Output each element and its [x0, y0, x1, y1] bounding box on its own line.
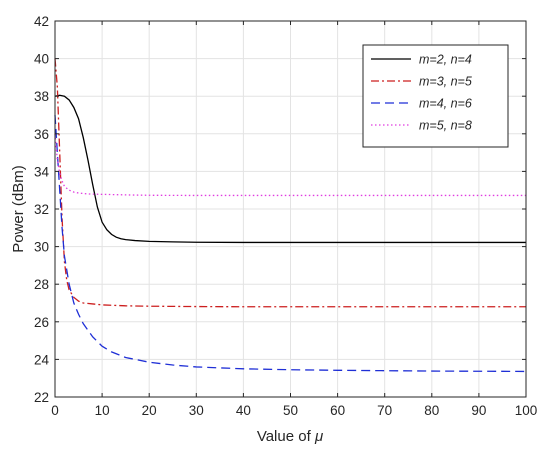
y-tick-label: 42: [34, 14, 49, 29]
legend-label-2: m=3, n=5: [419, 75, 472, 89]
x-tick-label: 40: [236, 403, 251, 418]
y-axis-label: Power (dBm): [10, 165, 27, 253]
x-tick-labels: 0 10 20 30 40 50 60 70 80 90 100: [51, 21, 537, 418]
x-axis-label-text: Value of: [257, 428, 315, 445]
y-tick-label: 40: [34, 52, 49, 67]
y-tick-label: 28: [34, 277, 49, 292]
y-tick-label: 26: [34, 315, 49, 330]
x-tick-label: 10: [95, 403, 110, 418]
series-line-2: [54, 58, 526, 308]
x-tick-label: 20: [142, 403, 157, 418]
legend-box: [362, 44, 509, 148]
y-tick-label: 38: [34, 89, 49, 104]
series-line-4: [54, 133, 526, 197]
x-tick-label: 30: [189, 403, 204, 418]
y-tick-label: 32: [34, 202, 49, 217]
x-tick-label: 0: [51, 403, 59, 418]
legend-label-4: m=5, n=8: [419, 119, 472, 133]
x-tick-label: 80: [424, 403, 439, 418]
x-axis-label: Value of μ: [257, 428, 323, 445]
legend-label-1: m=2, n=4: [419, 53, 472, 67]
y-tick-label: 36: [34, 127, 49, 142]
series-line-3: [54, 114, 527, 373]
y-tick-label: 30: [34, 240, 49, 255]
series-group: [54, 58, 527, 373]
x-tick-label: 60: [330, 403, 345, 418]
x-axis-label-symbol: μ: [314, 428, 323, 445]
y-tick-label: 22: [34, 390, 49, 405]
x-tick-label: 70: [377, 403, 392, 418]
x-tick-label: 50: [283, 403, 298, 418]
legend-label-3: m=4, n=6: [419, 97, 472, 111]
legend: m=2, n=4 m=3, n=5 m=4, n=6 m=5, n=8: [362, 44, 509, 148]
series-line-1: [54, 94, 526, 244]
x-tick-label: 100: [515, 403, 538, 418]
y-tick-label: 34: [34, 164, 50, 179]
y-tick-labels: 22 24 26 28 30 32 34 36 38 40 42: [34, 14, 526, 405]
y-tick-label: 24: [34, 352, 50, 367]
x-tick-label: 90: [471, 403, 486, 418]
